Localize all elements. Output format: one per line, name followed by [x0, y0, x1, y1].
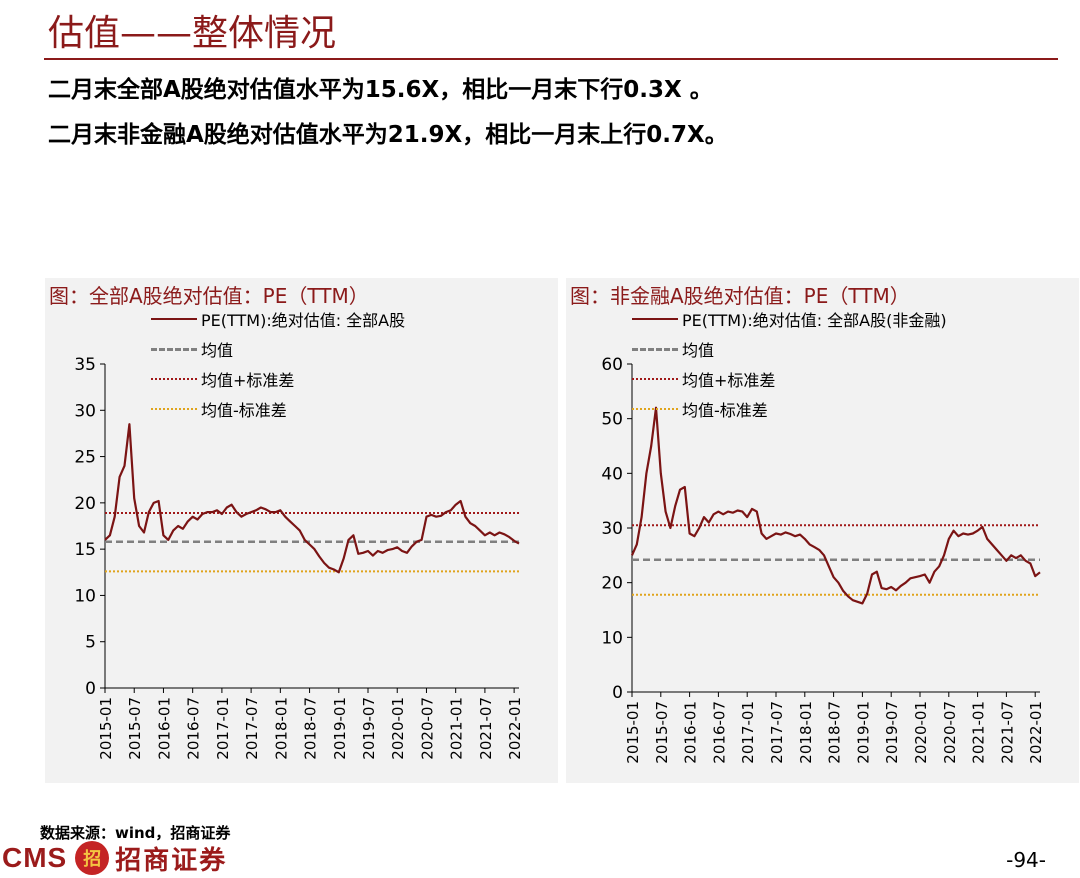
- y-tick-label: 20: [74, 494, 96, 514]
- page-title: 估值——整体情况: [48, 13, 337, 54]
- legend-swatch-mean-plus-std: [151, 378, 197, 380]
- x-tick-label: 2021-07: [998, 701, 1016, 764]
- x-tick-label: 2017-07: [243, 697, 261, 760]
- x-tick-label: 2015-07: [126, 697, 144, 760]
- legend-label-mean-plus-std: 均值+标准差: [201, 371, 295, 390]
- y-tick-label: 20: [601, 574, 623, 594]
- y-tick-label: 5: [85, 633, 96, 653]
- summary-line-1: 二月末全部A股绝对估值水平为15.6X，相比一月末下行0.3X 。: [48, 77, 713, 103]
- x-tick-label: 2021-01: [448, 697, 466, 760]
- x-tick-label: 2016-07: [185, 697, 203, 760]
- y-tick-label: 10: [601, 628, 623, 648]
- summary-line-2: 二月末非金融A股绝对估值水平为21.9X，相比一月末上行0.7X。: [48, 122, 728, 148]
- legend-item-mean-minus-std: 均值-标准差: [151, 394, 405, 424]
- logo-text: CMS: [2, 842, 68, 873]
- legend-label-mean: 均值: [201, 341, 234, 360]
- x-tick-label: 2015-01: [97, 697, 115, 760]
- x-tick-label: 2020-01: [912, 701, 930, 764]
- legend-label-mean-plus-std: 均值+标准差: [682, 371, 776, 390]
- x-tick-label: 2022-01: [506, 697, 524, 760]
- legend-label-mean-minus-std: 均值-标准差: [682, 401, 768, 420]
- y-tick-label: 60: [601, 355, 623, 375]
- title-rule: [44, 58, 1058, 60]
- pe-series-line: [104, 423, 520, 574]
- y-tick-label: 25: [74, 448, 96, 468]
- x-tick-label: 2018-01: [797, 701, 815, 764]
- x-tick-label: 2017-07: [768, 701, 786, 764]
- x-tick-label: 2016-07: [710, 701, 728, 764]
- x-tick-label: 2020-07: [418, 697, 436, 760]
- x-tick-label: 2017-01: [739, 701, 757, 764]
- logo-cn-text: 招商证券: [115, 845, 228, 876]
- legend-item-mean-plus-std: 均值+标准差: [632, 364, 947, 394]
- chart-panel-non-financial: 0 10 20 30 40 50 60 2015-01 2015-07 2016-01 2016-0…: [566, 278, 1079, 783]
- chart-legend: PE(TTM):绝对估值: 全部A股 均值 均值+标准差 均值-标准差: [151, 304, 405, 424]
- legend-item-pe: PE(TTM):绝对估值: 全部A股: [151, 304, 405, 334]
- legend-item-mean-minus-std: 均值-标准差: [632, 394, 947, 424]
- x-tick-label: 2018-07: [302, 697, 320, 760]
- x-tick-label: 2016-01: [155, 697, 173, 760]
- x-tick-label: 2019-01: [854, 701, 872, 764]
- legend-swatch-pe: [151, 318, 197, 320]
- x-tick-label: 2019-01: [331, 697, 349, 760]
- x-tick-label: 2021-01: [970, 701, 988, 764]
- legend-swatch-pe: [632, 318, 678, 320]
- chart-svg-all-a: 0 5 10 15 20 25 30 35 2015-01 2015-07 2016-01 2016-…: [74, 355, 524, 760]
- x-tick-label: 2018-07: [826, 701, 844, 764]
- legend-swatch-mean-minus-std: [632, 408, 678, 410]
- y-tick-label: 0: [85, 679, 96, 699]
- data-source: 数据来源：wind，招商证券: [40, 824, 231, 842]
- y-tick-label: 0: [612, 683, 623, 703]
- x-tick-label: 2016-01: [682, 701, 700, 764]
- x-tick-label: 2015-01: [624, 701, 642, 764]
- x-tick-label: 2020-01: [389, 697, 407, 760]
- legend-item-mean: 均值: [632, 334, 947, 364]
- chart-svg-non-financial: 0 10 20 30 40 50 60 2015-01 2015-07 2016-01 2016-0…: [601, 355, 1045, 764]
- x-tick-label: 2015-07: [653, 701, 671, 764]
- logo-seal-icon: 招: [75, 841, 110, 875]
- legend-swatch-mean: [632, 347, 678, 351]
- chart-legend: PE(TTM):绝对估值: 全部A股(非金融) 均值 均值+标准差 均值-标准差: [632, 304, 947, 424]
- chart-title: 图：非金融A股绝对估值：PE（TTM）: [570, 284, 910, 308]
- x-tick-label: 2022-01: [1027, 701, 1045, 764]
- x-tick-label: 2020-07: [941, 701, 959, 764]
- y-tick-label: 10: [74, 586, 96, 606]
- legend-item-mean-plus-std: 均值+标准差: [151, 364, 405, 394]
- x-tick-label: 2019-07: [883, 701, 901, 764]
- legend-item-pe: PE(TTM):绝对估值: 全部A股(非金融): [632, 304, 947, 334]
- legend-label-pe: PE(TTM):绝对估值: 全部A股: [201, 311, 406, 330]
- chart-title: 图：全部A股绝对估值：PE（TTM）: [49, 284, 369, 308]
- pe-series-line: [630, 406, 1041, 605]
- y-tick-label: 35: [74, 355, 96, 375]
- y-tick-label: 30: [601, 519, 623, 539]
- x-tick-label: 2021-07: [477, 697, 495, 760]
- y-tick-label: 50: [601, 410, 623, 430]
- legend-swatch-mean: [151, 347, 197, 351]
- legend-swatch-mean-plus-std: [632, 378, 678, 380]
- x-tick-label: 2018-01: [272, 697, 290, 760]
- legend-swatch-mean-minus-std: [151, 408, 197, 410]
- page-number: -94-: [1006, 848, 1046, 872]
- company-logo: CMS 招 招商证券: [2, 838, 227, 878]
- y-tick-label: 30: [74, 401, 96, 421]
- legend-label-mean: 均值: [682, 341, 715, 360]
- legend-item-mean: 均值: [151, 334, 405, 364]
- legend-label-mean-minus-std: 均值-标准差: [201, 401, 287, 420]
- x-tick-label: 2017-01: [214, 697, 232, 760]
- y-tick-label: 15: [74, 540, 96, 560]
- x-tick-label: 2019-07: [360, 697, 378, 760]
- chart-panel-all-a: 0 5 10 15 20 25 30 35 2015-01 2015-07 2016-01 2016-…: [45, 278, 558, 783]
- y-tick-label: 40: [601, 464, 623, 484]
- legend-label-pe: PE(TTM):绝对估值: 全部A股(非金融): [682, 311, 947, 330]
